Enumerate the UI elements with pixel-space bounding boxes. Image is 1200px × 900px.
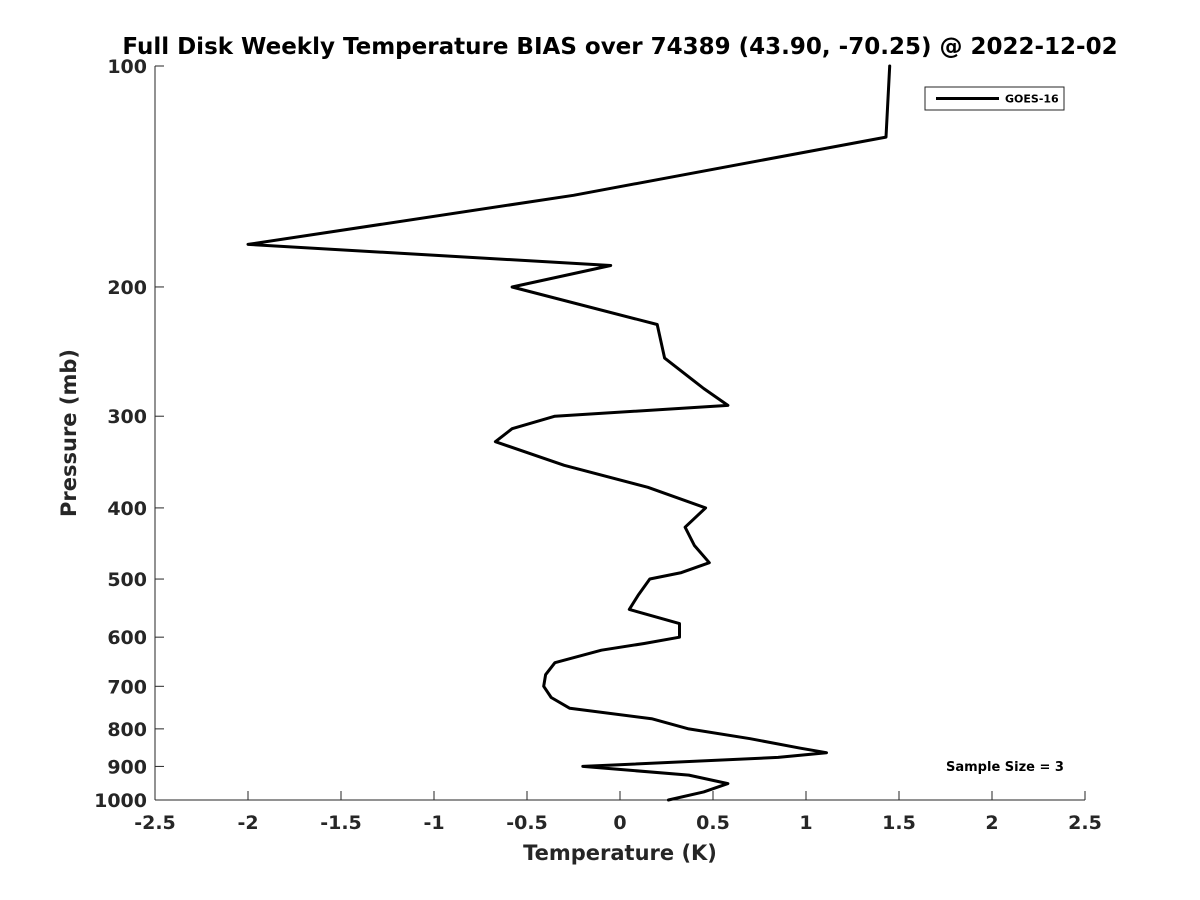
x-tick-label: 2 bbox=[985, 812, 998, 834]
y-tick-label: 400 bbox=[107, 498, 147, 520]
y-tick-label: 200 bbox=[107, 277, 147, 299]
x-tick-label: -2.5 bbox=[134, 812, 176, 834]
sample-size-annotation: Sample Size = 3 bbox=[946, 760, 1064, 775]
y-tick-label: 1000 bbox=[94, 790, 147, 812]
chart-title: Full Disk Weekly Temperature BIAS over 7… bbox=[122, 34, 1117, 60]
y-axis-label: Pressure (mb) bbox=[57, 349, 81, 517]
x-tick-label: 1.5 bbox=[882, 812, 916, 834]
y-tick-label: 500 bbox=[107, 569, 147, 591]
y-ticks: 100 200 300 400 500 600 700 800 900 1000 bbox=[94, 56, 164, 812]
y-tick-label: 600 bbox=[107, 627, 147, 649]
x-tick-label: -1.5 bbox=[320, 812, 362, 834]
series-layer bbox=[246, 64, 892, 802]
y-tick-label: 800 bbox=[107, 719, 147, 741]
x-tick-label: -0.5 bbox=[506, 812, 548, 834]
y-tick-label: 300 bbox=[107, 406, 147, 428]
y-tick-label: 900 bbox=[107, 756, 147, 778]
x-tick-label: -2 bbox=[237, 812, 258, 834]
x-tick-label: 1 bbox=[799, 812, 812, 834]
series-line-goes-16 bbox=[246, 64, 892, 802]
x-tick-label: 0.5 bbox=[696, 812, 730, 834]
x-axis-label: Temperature (K) bbox=[523, 841, 717, 865]
x-tick-label: 0 bbox=[613, 812, 626, 834]
legend: GOES-16 bbox=[924, 86, 1065, 111]
y-tick-label: 100 bbox=[107, 56, 147, 78]
x-ticks: -2.5 -2 -1.5 -1 -0.5 0 0.5 1 1.5 2 2.5 bbox=[134, 791, 1102, 834]
y-tick-label: 700 bbox=[107, 676, 147, 698]
x-tick-label: 2.5 bbox=[1068, 812, 1102, 834]
legend-label-goes-16: GOES-16 bbox=[1005, 93, 1059, 106]
x-tick-label: -1 bbox=[423, 812, 444, 834]
